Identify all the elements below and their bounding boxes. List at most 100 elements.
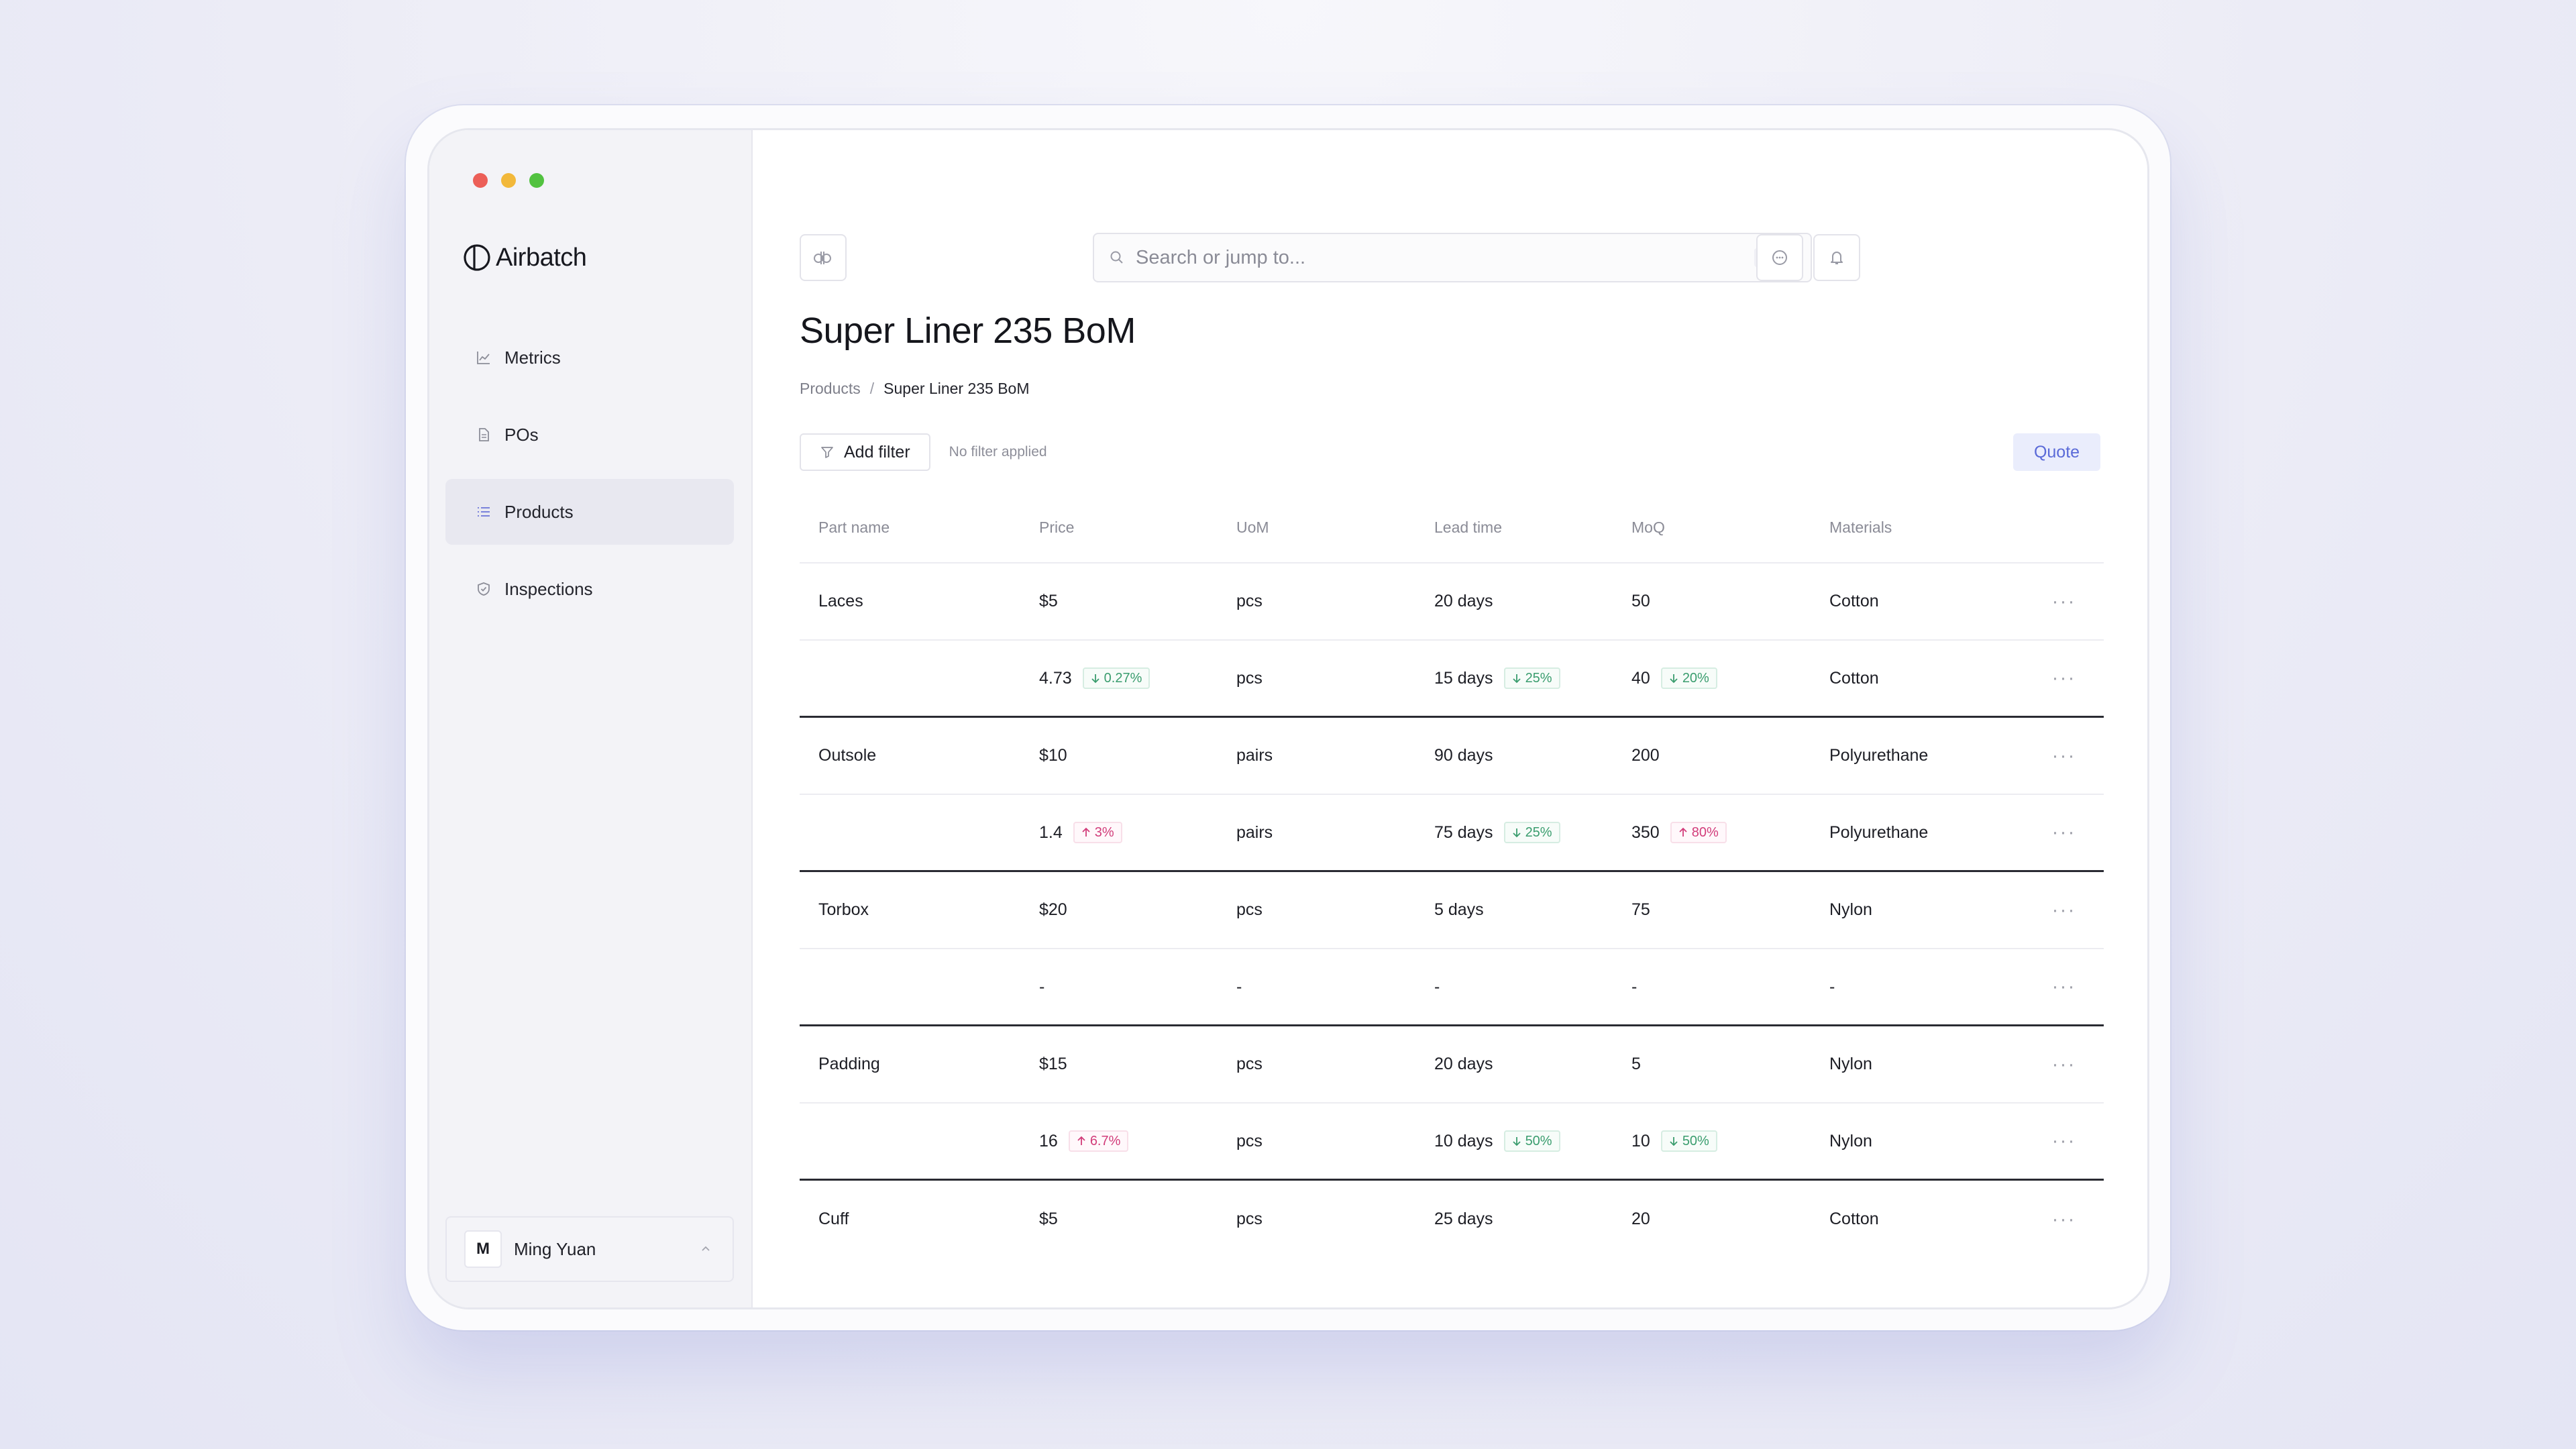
lead-time-change-badge: 25%: [1503, 667, 1560, 689]
quote-button[interactable]: Quote: [2013, 433, 2100, 471]
materials-cell: Nylon: [1829, 1131, 1872, 1150]
user-menu[interactable]: M Ming Yuan: [445, 1216, 734, 1282]
filter-icon: [821, 447, 833, 458]
airbatch-logo-icon: [464, 244, 490, 271]
lead-time-change-badge: 50%: [1503, 1130, 1560, 1152]
app-logo[interactable]: Airbatch: [462, 243, 587, 272]
table-row[interactable]: - - - - - ···: [800, 949, 2104, 1026]
lead-time-value: 15 days: [1434, 668, 1493, 688]
maximize-window-button[interactable]: [529, 173, 544, 188]
bom-table: Part name Price UoM Lead time MoQ Materi…: [800, 492, 2104, 1258]
column-header-lead-time[interactable]: Lead time: [1434, 518, 1503, 536]
table-row[interactable]: Laces $5 pcs 20 days 50 Cotton ···: [800, 564, 2104, 641]
lead-time-cell: 20 days: [1434, 1055, 1631, 1074]
column-header-price[interactable]: Price: [1039, 518, 1075, 536]
row-actions-button[interactable]: ···: [2024, 1053, 2104, 1075]
table-row[interactable]: Torbox $20 pcs 5 days 75 Nylon ···: [800, 872, 2104, 949]
table-body: Laces $5 pcs 20 days 50 Cotton ··· 4.73 0.27% pcs…: [800, 564, 2104, 1258]
column-header-materials[interactable]: Materials: [1829, 518, 1892, 536]
moq-change-badge: 50%: [1660, 1130, 1717, 1152]
more-horizontal-icon: ···: [2051, 821, 2076, 843]
more-horizontal-icon: ···: [2051, 1053, 2076, 1075]
uom-cell: -: [1236, 977, 1242, 996]
price-cell: -: [1039, 977, 1236, 997]
bell-icon: [1831, 252, 1843, 264]
close-window-button[interactable]: [473, 173, 488, 188]
uom-cell: pcs: [1236, 900, 1263, 919]
part-name-cell: Outsole: [818, 746, 877, 765]
lead-time-value: 20 days: [1434, 1055, 1493, 1073]
price-cell: $5: [1039, 592, 1236, 611]
moq-value: 200: [1631, 746, 1660, 765]
sidebar-toggle-button[interactable]: [800, 234, 847, 281]
app-name: Airbatch: [496, 243, 587, 272]
breadcrumb-products-link[interactable]: Products: [800, 380, 861, 397]
search-input[interactable]: Search or jump to...: [1136, 246, 1306, 268]
moq-value: 20: [1631, 1210, 1650, 1228]
table-row[interactable]: Cuff $5 pcs 25 days 20 Cotton ···: [800, 1181, 2104, 1258]
row-actions-button[interactable]: ···: [2024, 745, 2104, 766]
sidebar-item-pos[interactable]: POs: [445, 402, 734, 468]
notifications-button[interactable]: [1813, 234, 1860, 281]
add-filter-label: Add filter: [844, 442, 910, 462]
add-filter-button[interactable]: Add filter: [800, 433, 930, 471]
breadcrumb: Products / Super Liner 235 BoM: [800, 380, 1030, 398]
table-row[interactable]: 1.4 3% pairs 75 days 25% 350 80% Polyurethane ··…: [800, 795, 2104, 872]
column-header-moq[interactable]: MoQ: [1631, 518, 1665, 536]
row-actions-button[interactable]: ···: [2024, 1131, 2104, 1151]
sidebar-item-products[interactable]: Products: [445, 479, 734, 545]
price-value: $5: [1039, 592, 1058, 610]
moq-cell: 10 50%: [1631, 1130, 1829, 1152]
main-content: Search or jump to... ⌘ K Super Liner 235…: [753, 130, 2147, 1307]
row-actions-button[interactable]: ···: [2024, 591, 2104, 612]
sidebar-item-metrics[interactable]: Metrics: [445, 325, 734, 390]
moq-value: -: [1631, 977, 1638, 996]
row-actions-button[interactable]: ···: [2024, 900, 2104, 920]
lead-time-value: 5 days: [1434, 900, 1484, 919]
moq-cell: 350 80%: [1631, 822, 1829, 843]
lead-time-value: 75 days: [1434, 822, 1493, 842]
table-row[interactable]: 4.73 0.27% pcs 15 days 25% 40 20% Cotton ···: [800, 641, 2104, 718]
row-actions-button[interactable]: ···: [2024, 977, 2104, 997]
sidebar-toggle-icon: [814, 252, 831, 264]
row-actions-button[interactable]: ···: [2024, 668, 2104, 688]
messages-button[interactable]: [1756, 234, 1803, 281]
filter-status: No filter applied: [949, 444, 1047, 460]
row-actions-button[interactable]: ···: [2024, 822, 2104, 843]
change-value: 80%: [1691, 824, 1719, 840]
change-value: 25%: [1525, 670, 1552, 686]
list-icon: [475, 503, 492, 521]
lead-time-cell: 20 days: [1434, 592, 1631, 611]
part-name-cell: Padding: [818, 1055, 880, 1073]
uom-cell: pcs: [1236, 592, 1263, 610]
arrow-down-icon: [1512, 674, 1521, 684]
lead-time-cell: -: [1434, 977, 1631, 997]
materials-cell: Cotton: [1829, 592, 1879, 610]
price-value: $5: [1039, 1210, 1058, 1228]
arrow-down-icon: [1512, 1137, 1521, 1146]
materials-cell: Polyurethane: [1829, 746, 1929, 765]
column-header-uom[interactable]: UoM: [1236, 518, 1269, 536]
uom-cell: pairs: [1236, 822, 1273, 842]
lead-time-cell: 15 days 25%: [1434, 667, 1631, 689]
table-header: Part name Price UoM Lead time MoQ Materi…: [800, 492, 2104, 564]
price-change-badge: 3%: [1073, 822, 1122, 843]
table-row[interactable]: 16 6.7% pcs 10 days 50% 10 50% Nylon ···: [800, 1104, 2104, 1181]
row-actions-button[interactable]: ···: [2024, 1209, 2104, 1230]
arrow-up-icon: [1679, 827, 1687, 837]
arrow-up-icon: [1082, 827, 1090, 837]
table-row[interactable]: Padding $15 pcs 20 days 5 Nylon ···: [800, 1026, 2104, 1104]
price-value: -: [1039, 977, 1045, 996]
minimize-window-button[interactable]: [501, 173, 516, 188]
table-row[interactable]: Outsole $10 pairs 90 days 200 Polyurethane ···: [800, 718, 2104, 795]
sidebar-item-inspections[interactable]: Inspections: [445, 556, 734, 622]
column-header-part-name[interactable]: Part name: [818, 518, 890, 536]
breadcrumb-separator: /: [869, 380, 875, 397]
search-bar[interactable]: Search or jump to... ⌘ K: [1093, 233, 1812, 282]
sidebar-item-label: Inspections: [504, 578, 593, 599]
part-name-cell: Laces: [818, 592, 863, 610]
arrow-up-icon: [1077, 1136, 1085, 1145]
materials-cell: Polyurethane: [1829, 822, 1929, 842]
change-value: 20%: [1682, 670, 1709, 686]
change-value: 6.7%: [1089, 1133, 1121, 1148]
